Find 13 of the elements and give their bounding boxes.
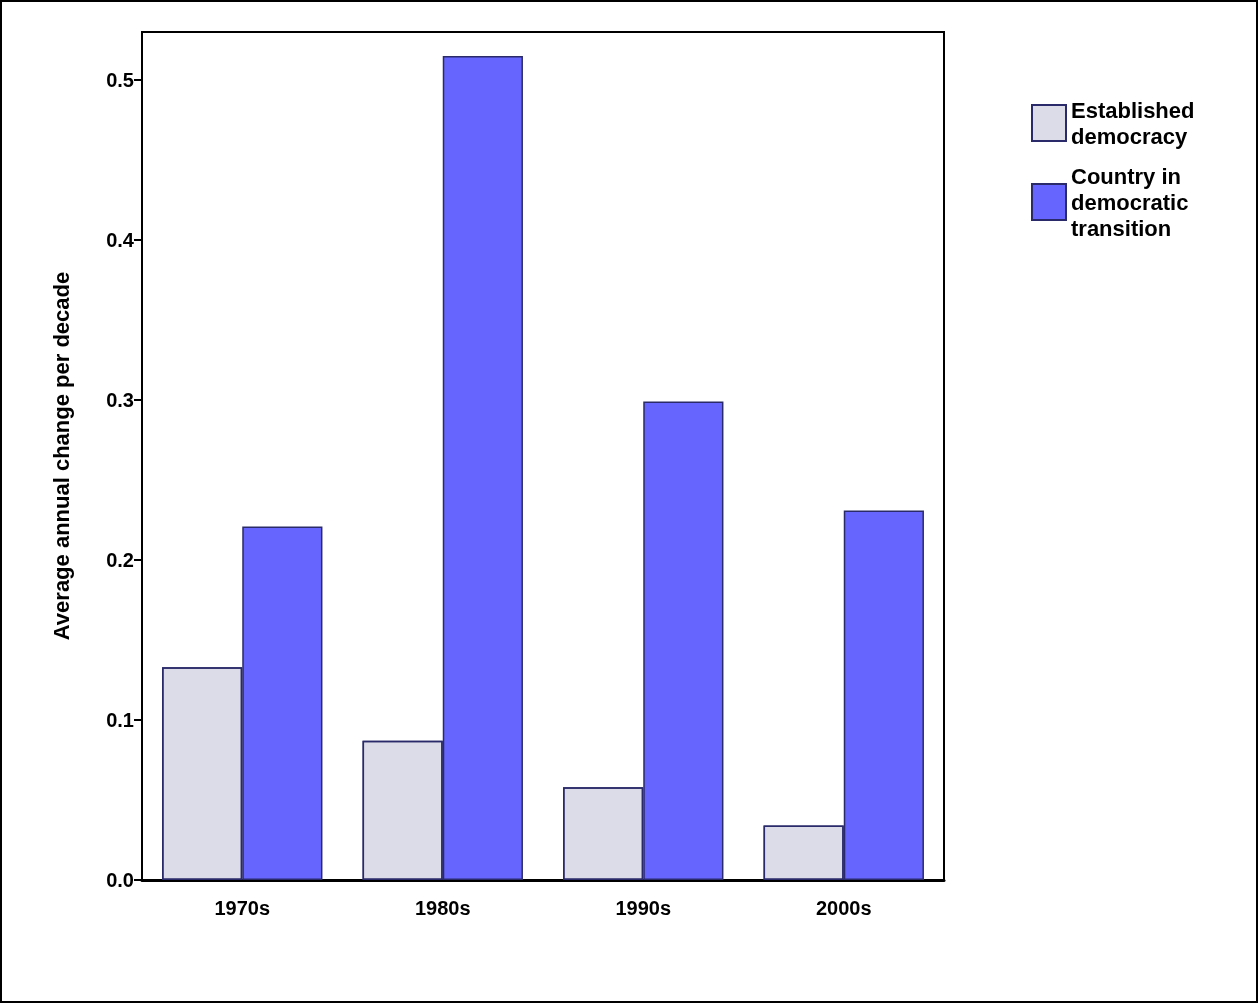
y-tick-label: 0.3 xyxy=(106,389,134,411)
x-tick-label: 1990s xyxy=(615,897,672,919)
y-tick-label: 0.4 xyxy=(106,229,135,251)
x-tick-label: 1970s xyxy=(214,897,271,919)
y-tick-label: 0.2 xyxy=(106,549,134,571)
x-tick-label: 2000s xyxy=(815,897,872,919)
y-tick-label: 0.5 xyxy=(106,69,134,91)
y-tick-label: 0.0 xyxy=(106,869,134,891)
legend-label: Established democracy xyxy=(1071,97,1201,149)
x-tick-label: 1980s xyxy=(414,897,471,919)
y-tick-label: 0.1 xyxy=(106,709,134,731)
legend-label: Country in democratic transition xyxy=(1071,163,1195,241)
y-axis-title: Average annual change per decade xyxy=(48,271,74,641)
